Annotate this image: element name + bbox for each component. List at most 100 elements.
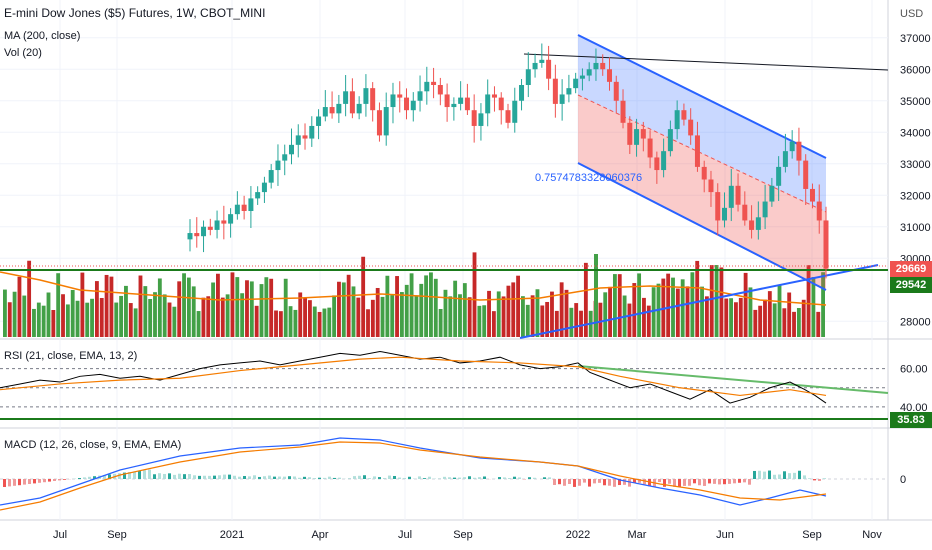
candle-body xyxy=(694,135,700,167)
macd-histogram-bar xyxy=(183,474,186,479)
volume-bar xyxy=(153,292,157,337)
ma-indicator-label[interactable]: MA (200, close) xyxy=(4,30,81,42)
volume-bar xyxy=(409,273,414,337)
macd-histogram-bar xyxy=(678,479,681,487)
channel-top-line xyxy=(577,34,827,159)
volume-bar xyxy=(627,303,632,337)
macd-histogram-bar xyxy=(713,479,716,484)
volume-bar xyxy=(264,277,269,337)
macd-indicator-label[interactable]: MACD (12, 26, close, 9, EMA, EMA) xyxy=(4,439,182,451)
macd-histogram-bar xyxy=(128,472,131,479)
channel-bottom-line xyxy=(577,162,827,291)
volume-bar xyxy=(443,289,448,337)
candle-body xyxy=(769,185,775,202)
candle-body xyxy=(498,97,504,111)
macd-histogram-bar xyxy=(253,475,256,479)
macd-histogram-bar xyxy=(123,472,126,479)
volume-bar xyxy=(332,295,337,337)
candle-body xyxy=(478,113,484,126)
volume-bar xyxy=(777,285,782,337)
candle-body xyxy=(248,198,254,211)
candle-body xyxy=(512,100,518,123)
vol-indicator-label[interactable]: Vol (20) xyxy=(4,47,42,59)
macd-histogram-bar xyxy=(673,479,676,487)
macd-histogram-bar xyxy=(498,477,501,479)
volume-bar xyxy=(366,309,370,337)
rsi-indicator-label[interactable]: RSI (21, close, EMA, 13, 2) xyxy=(4,350,138,362)
candle-body xyxy=(370,88,376,111)
macd-histogram-bar xyxy=(18,479,21,486)
candle-body xyxy=(715,192,721,221)
volume-bar xyxy=(395,276,399,337)
candle-body xyxy=(803,160,809,189)
volume-bar xyxy=(312,306,317,337)
volume-bar xyxy=(351,286,356,337)
volume-bar xyxy=(753,309,758,337)
candle-body xyxy=(201,226,207,237)
macd-histogram-bar xyxy=(418,476,421,479)
volume-bar xyxy=(429,272,433,337)
macd-histogram-bar xyxy=(503,477,506,479)
candle-body xyxy=(417,91,423,101)
macd-histogram-bar xyxy=(623,479,626,485)
currency-label: USD xyxy=(900,8,924,20)
macd-histogram-bar xyxy=(803,475,806,479)
macd-histogram-bar xyxy=(668,479,671,484)
volume-bar xyxy=(104,274,109,337)
candle-body xyxy=(431,81,437,85)
fib-level-label: 0.7574783328060376 xyxy=(535,172,643,184)
volume-bar xyxy=(172,306,177,337)
macd-histogram-bar xyxy=(368,478,371,479)
macd-histogram-bar xyxy=(683,479,686,486)
volume-bar xyxy=(594,254,598,337)
candle-body xyxy=(275,160,281,171)
macd-histogram-bar xyxy=(628,479,631,487)
volume-bar xyxy=(245,280,249,337)
macd-histogram-bar xyxy=(423,478,426,479)
macd-histogram-bar xyxy=(143,470,146,479)
volume-bar xyxy=(719,267,724,337)
volume-bar xyxy=(767,291,772,337)
candle-body xyxy=(288,144,294,155)
rising-trendline xyxy=(519,264,879,339)
macd-histogram-bar xyxy=(333,477,336,479)
volume-bar xyxy=(75,300,80,337)
macd-histogram-bar xyxy=(533,477,536,479)
volume-bar xyxy=(675,288,680,337)
macd-histogram-bar xyxy=(523,479,526,480)
volume-bar xyxy=(298,292,303,337)
volume-bar xyxy=(801,299,806,337)
candle-body xyxy=(654,157,660,171)
volume-bar xyxy=(133,308,138,337)
volume-bar xyxy=(700,286,704,337)
volume-bar xyxy=(617,274,622,337)
volume-bar xyxy=(433,278,438,337)
macd-histogram-bar xyxy=(468,476,471,479)
candle-body xyxy=(437,85,443,95)
volume-bar xyxy=(85,302,90,337)
candle-body xyxy=(336,103,342,114)
volume-bar xyxy=(46,292,51,337)
macd-histogram-bar xyxy=(223,474,226,479)
macd-histogram-bar xyxy=(53,479,56,481)
macd-histogram-bar xyxy=(518,477,521,479)
candle-body xyxy=(546,59,552,79)
volume-bar xyxy=(259,284,264,337)
macd-histogram-bar xyxy=(228,474,231,479)
candle-body xyxy=(261,182,267,193)
candle-body xyxy=(424,81,430,92)
volume-bar xyxy=(182,273,186,337)
volume-bar xyxy=(124,285,128,337)
volume-bar xyxy=(138,275,143,337)
macd-histogram-bar xyxy=(458,477,461,479)
volume-bar xyxy=(704,296,709,337)
price-tick-label: 36000 xyxy=(900,64,931,76)
candle-body xyxy=(688,119,694,136)
macd-histogram-bar xyxy=(218,475,221,479)
rsi-ema-line xyxy=(0,356,827,397)
volume-bar xyxy=(80,272,85,337)
candle-body xyxy=(674,110,680,130)
candle-body xyxy=(762,201,768,218)
macd-histogram-bar xyxy=(263,476,266,479)
